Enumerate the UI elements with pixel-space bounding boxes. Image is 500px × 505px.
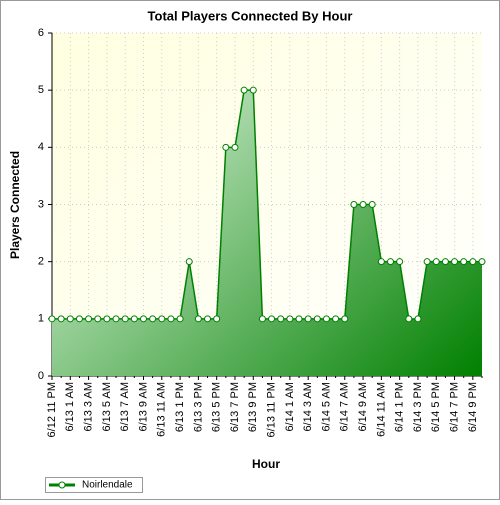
x-tick-label: 6/13 5 PM: [211, 382, 223, 432]
point: [277, 315, 285, 323]
point: [75, 315, 83, 323]
point: [295, 315, 303, 323]
point: [66, 315, 74, 323]
x-tick-label: 6/13 7 AM: [119, 382, 131, 432]
x-tick-label: 6/13 5 AM: [101, 382, 113, 432]
point: [423, 258, 431, 266]
point: [368, 201, 376, 208]
legend: [45, 477, 143, 493]
point: [332, 315, 340, 323]
point: [103, 315, 111, 323]
point: [396, 258, 404, 266]
point: [194, 315, 202, 323]
point: [121, 315, 129, 323]
point: [249, 86, 257, 94]
x-tick-label: 6/13 3 PM: [192, 382, 204, 432]
point: [322, 315, 330, 323]
y-tick-label: 6: [38, 27, 44, 39]
x-tick-label: 6/12 11 PM: [46, 382, 58, 437]
x-axis-label: Hour: [252, 457, 280, 471]
x-tick-label: 6/14 5 PM: [430, 382, 442, 432]
point: [139, 315, 147, 323]
point: [469, 258, 477, 266]
point: [158, 315, 166, 323]
point: [112, 315, 120, 323]
x-tick-label: 6/14 1 AM: [284, 382, 296, 432]
x-tick-label: 6/14 9 AM: [357, 382, 369, 432]
x-tick-label: 6/14 7 PM: [448, 382, 460, 432]
point: [57, 315, 65, 323]
point: [414, 315, 422, 323]
point: [341, 315, 349, 323]
x-tick-label: 6/14 11 AM: [375, 382, 387, 437]
point: [313, 315, 321, 323]
x-tick-label: 6/13 1 PM: [174, 382, 186, 432]
legend-label: Noirlendale: [82, 480, 133, 491]
point: [359, 201, 367, 208]
x-tick-label: 6/13 11 PM: [265, 382, 277, 437]
x-tick-label: 6/14 1 PM: [394, 382, 406, 432]
y-tick-label: 2: [38, 256, 44, 268]
x-tick-label: 6/14 3 AM: [302, 382, 314, 432]
x-tick-label: 6/14 5 AM: [320, 382, 332, 432]
point: [176, 315, 184, 323]
point: [85, 315, 93, 323]
y-axis-label: Players Connected: [8, 151, 22, 259]
area: [52, 90, 482, 377]
y-tick-label: 3: [38, 198, 44, 210]
legend-marker: [58, 481, 66, 489]
x-tick-label: 6/14 3 PM: [412, 382, 424, 432]
point: [258, 315, 266, 323]
point: [130, 315, 138, 323]
point: [231, 143, 239, 151]
point: [185, 258, 193, 266]
y-tick-label: 4: [38, 141, 44, 153]
chart-title: Total Players Connected By Hour: [148, 8, 353, 23]
x-tick-label: 6/13 11 AM: [156, 382, 168, 437]
point: [350, 201, 358, 208]
point: [213, 315, 221, 323]
point: [240, 86, 248, 94]
point: [304, 315, 312, 323]
point: [167, 315, 175, 323]
y-tick-label: 1: [38, 313, 44, 325]
x-tick-label: 6/13 9 PM: [247, 382, 259, 432]
point: [268, 315, 276, 323]
point: [222, 143, 230, 151]
point: [387, 258, 395, 266]
y-tick-label: 0: [38, 370, 44, 382]
point: [460, 258, 468, 266]
point: [48, 315, 56, 323]
x-tick-label: 6/14 9 PM: [467, 382, 479, 432]
x-tick-label: 6/13 7 PM: [229, 382, 241, 432]
x-tick-label: 6/14 7 AM: [339, 382, 351, 432]
point: [377, 258, 385, 266]
point: [94, 315, 102, 323]
point: [286, 315, 294, 323]
point: [204, 315, 212, 323]
point: [432, 258, 440, 266]
point: [451, 258, 459, 266]
y-tick-label: 5: [38, 84, 44, 96]
point: [478, 258, 486, 266]
x-tick-label: 6/13 9 AM: [137, 382, 149, 432]
x-tick-label: 6/13 1 AM: [64, 382, 76, 432]
point: [149, 315, 157, 323]
point: [405, 315, 413, 323]
x-tick-label: 6/13 3 AM: [83, 382, 95, 432]
point: [441, 258, 449, 266]
